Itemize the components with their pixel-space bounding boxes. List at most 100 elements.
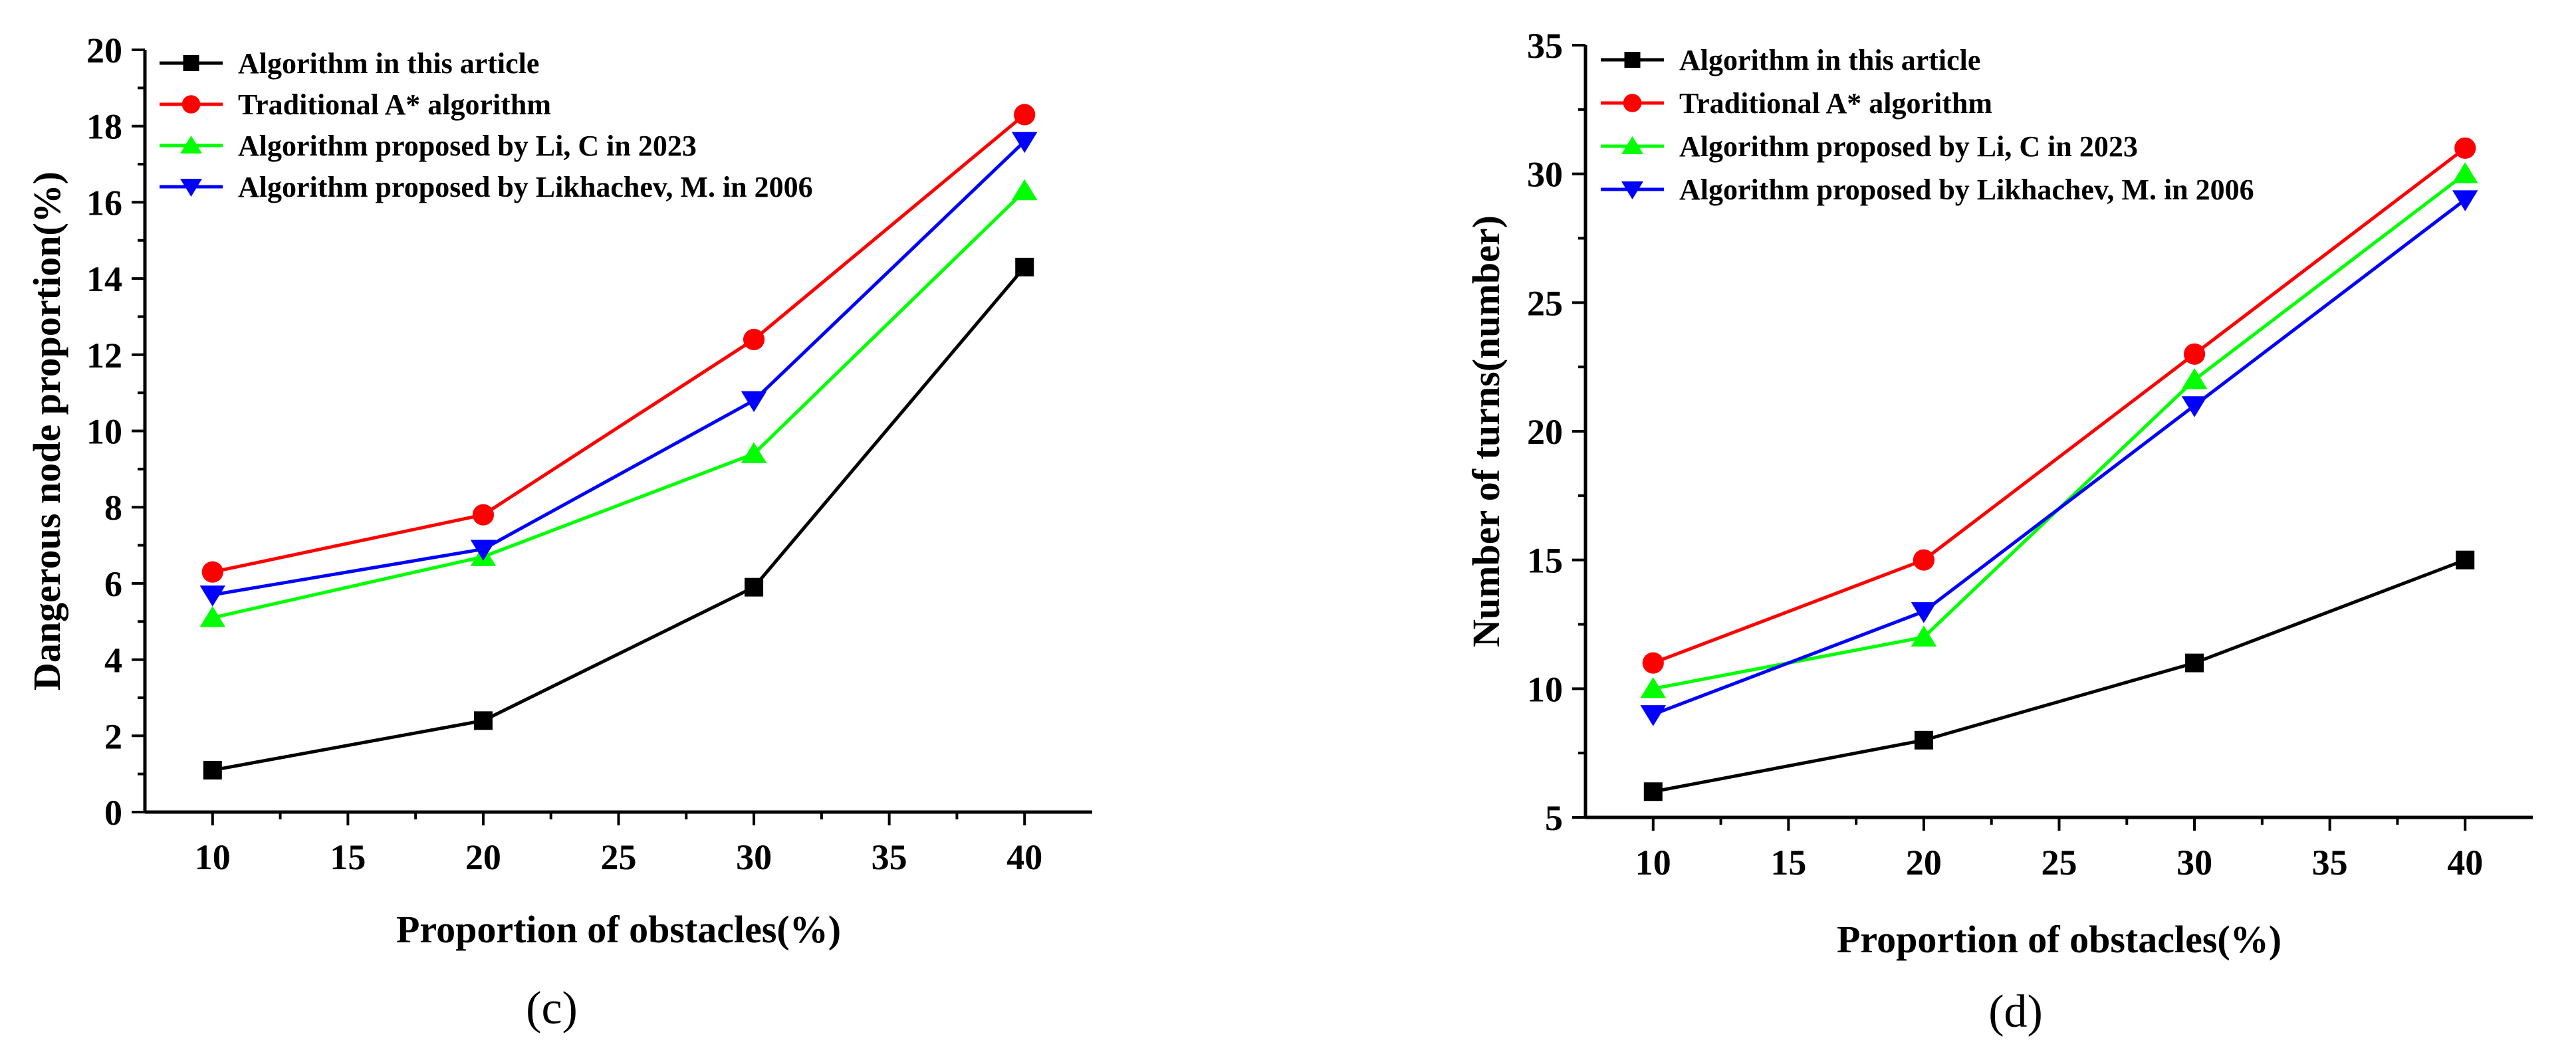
series-line-traditional-a-algorithm — [212, 113, 1026, 574]
data-point-algorithm-in-this-article-30 — [2185, 653, 2204, 673]
legend-label: Algorithm proposed by Li, C in 2023 — [1679, 130, 2138, 163]
data-point-algorithm-in-this-article-20 — [473, 711, 493, 730]
data-point-algorithm-proposed-by-likhachev-m-in-2006-30 — [2181, 396, 2208, 417]
x-tick-label: 25 — [601, 837, 637, 877]
data-point-algorithm-proposed-by-likhachev-m-in-2006-40 — [2452, 190, 2478, 211]
series-line-algorithm-proposed-by-likhachev-m-in-2006 — [1652, 198, 2466, 716]
data-point-algorithm-proposed-by-li-c-in-2023-20 — [1911, 625, 1937, 647]
y-tick-label: 10 — [86, 412, 122, 452]
data-point-algorithm-proposed-by-li-c-in-2023-40 — [2452, 162, 2478, 183]
series-line-algorithm-in-this-article — [212, 266, 1026, 772]
x-tick-label: 10 — [195, 837, 231, 877]
y-tick-label: 6 — [104, 564, 122, 604]
x-axis-title: Proportion of obstacles(%) — [396, 908, 841, 951]
series-algorithm-in-this-article — [203, 257, 1034, 780]
x-tick-label: 40 — [2447, 843, 2483, 883]
data-point-algorithm-in-this-article-30 — [745, 577, 764, 597]
x-tick-label: 25 — [2042, 843, 2077, 883]
data-point-algorithm-proposed-by-li-c-in-2023-30 — [2181, 368, 2208, 389]
x-tick-label: 15 — [1770, 843, 1806, 883]
series-algorithm-proposed-by-likhachev-m-in-2006 — [199, 132, 1038, 607]
chart-panel-c: 0 2 4 6 8 10 12 14 16 18 20 10 15 20 25 30 35 40 Proportio… — [25, 31, 1092, 1034]
data-point-traditional-a-algorithm-30 — [743, 328, 765, 350]
x-tick-label: 15 — [330, 837, 366, 877]
legend-label: Algorithm proposed by Likhachev, M. in 2… — [1679, 173, 2254, 206]
series-line-algorithm-proposed-by-li-c-in-2023 — [212, 189, 1026, 619]
x-tick-label: 30 — [736, 837, 772, 877]
series-algorithm-in-this-article — [1643, 550, 2475, 801]
legend-marker — [1621, 181, 1643, 199]
y-tick-label: 10 — [1527, 669, 1563, 709]
x-tick-label: 10 — [1635, 843, 1671, 883]
data-point-algorithm-proposed-by-li-c-in-2023-30 — [741, 442, 767, 463]
data-point-algorithm-proposed-by-li-c-in-2023-40 — [1011, 179, 1038, 201]
series-algorithm-proposed-by-likhachev-m-in-2006 — [1640, 190, 2478, 726]
legend: Algorithm in this article Traditional A* … — [160, 47, 813, 203]
legend-marker — [1624, 52, 1641, 68]
data-point-traditional-a-algorithm-20 — [1913, 549, 1935, 571]
legend-marker — [181, 95, 201, 114]
legend-label: Traditional A* algorithm — [1679, 87, 1992, 120]
x-tick-label: 35 — [872, 837, 907, 877]
series-line-algorithm-proposed-by-likhachev-m-in-2006 — [212, 140, 1026, 597]
data-point-algorithm-proposed-by-likhachev-m-in-2006-40 — [1011, 132, 1038, 154]
figure-caption: (c) — [526, 983, 578, 1034]
figure-caption: (d) — [1988, 986, 2043, 1037]
series-line-traditional-a-algorithm — [1652, 146, 2466, 665]
y-axis-title: Number of turns(number) — [1464, 215, 1508, 647]
data-point-algorithm-proposed-by-likhachev-m-in-2006-30 — [741, 391, 767, 413]
data-point-traditional-a-algorithm-30 — [2183, 343, 2206, 365]
data-point-algorithm-proposed-by-likhachev-m-in-2006-20 — [1911, 602, 1937, 623]
y-tick-label: 0 — [104, 793, 122, 833]
y-tick-label: 16 — [86, 183, 122, 223]
data-point-algorithm-proposed-by-li-c-in-2023-10 — [199, 606, 226, 627]
y-tick-label: 25 — [1527, 283, 1563, 323]
data-point-algorithm-proposed-by-likhachev-m-in-2006-10 — [199, 585, 226, 607]
legend-label: Algorithm in this article — [238, 47, 539, 80]
legend-label: Algorithm proposed by Li, C in 2023 — [238, 130, 697, 162]
legend-marker — [1623, 94, 1642, 112]
data-point-traditional-a-algorithm-40 — [1014, 104, 1036, 126]
data-point-algorithm-in-this-article-40 — [2456, 550, 2475, 570]
data-point-algorithm-in-this-article-40 — [1015, 257, 1034, 276]
series-traditional-a-algorithm — [1642, 137, 2476, 674]
y-axis-title: Dangerous node proportion(%) — [25, 171, 68, 690]
y-tick-label: 15 — [1527, 541, 1563, 581]
legend-label: Traditional A* algorithm — [238, 88, 551, 121]
y-tick-label: 12 — [86, 336, 122, 375]
legend-label: Algorithm in this article — [1679, 44, 1980, 76]
y-tick-label: 35 — [1527, 26, 1563, 66]
series-line-algorithm-proposed-by-li-c-in-2023 — [1653, 172, 2466, 690]
series-traditional-a-algorithm — [201, 104, 1036, 583]
data-point-traditional-a-algorithm-20 — [472, 504, 495, 526]
legend-label: Algorithm proposed by Likhachev, M. in 2… — [238, 171, 813, 203]
data-point-algorithm-proposed-by-likhachev-m-in-2006-20 — [470, 540, 497, 561]
x-tick-label: 40 — [1006, 837, 1042, 877]
y-tick-label: 20 — [86, 31, 122, 70]
legend-marker — [1621, 136, 1643, 154]
data-point-algorithm-proposed-by-li-c-in-2023-10 — [1640, 677, 1667, 698]
x-axis-title: Proportion of obstacles(%) — [1837, 918, 2282, 961]
y-tick-label: 2 — [104, 716, 122, 756]
y-tick-label: 5 — [1545, 798, 1563, 838]
y-tick-label: 30 — [1527, 155, 1563, 195]
x-tick-label: 20 — [465, 837, 501, 877]
y-tick-label: 18 — [86, 107, 122, 147]
x-tick-label: 20 — [1906, 843, 1942, 883]
data-point-algorithm-proposed-by-likhachev-m-in-2006-10 — [1640, 705, 1667, 726]
x-tick-label: 35 — [2312, 843, 2348, 883]
chart-panel-d: 5 10 15 20 25 30 35 10 15 20 25 30 35 40 Proportion of… — [1464, 26, 2533, 1037]
legend-marker — [180, 136, 202, 154]
data-point-traditional-a-algorithm-10 — [201, 561, 223, 583]
data-point-algorithm-in-this-article-10 — [203, 760, 222, 780]
y-tick-label: 4 — [104, 641, 122, 680]
data-point-algorithm-in-this-article-20 — [1914, 730, 1933, 750]
series-algorithm-proposed-by-li-c-in-2023 — [1640, 162, 2478, 698]
legend-marker — [180, 179, 202, 197]
data-point-algorithm-in-this-article-10 — [1643, 782, 1663, 801]
y-tick-label: 20 — [1527, 412, 1563, 452]
legend: Algorithm in this article Traditional A* … — [1601, 44, 2254, 206]
data-point-traditional-a-algorithm-40 — [2454, 137, 2476, 159]
legend-marker — [183, 55, 199, 71]
